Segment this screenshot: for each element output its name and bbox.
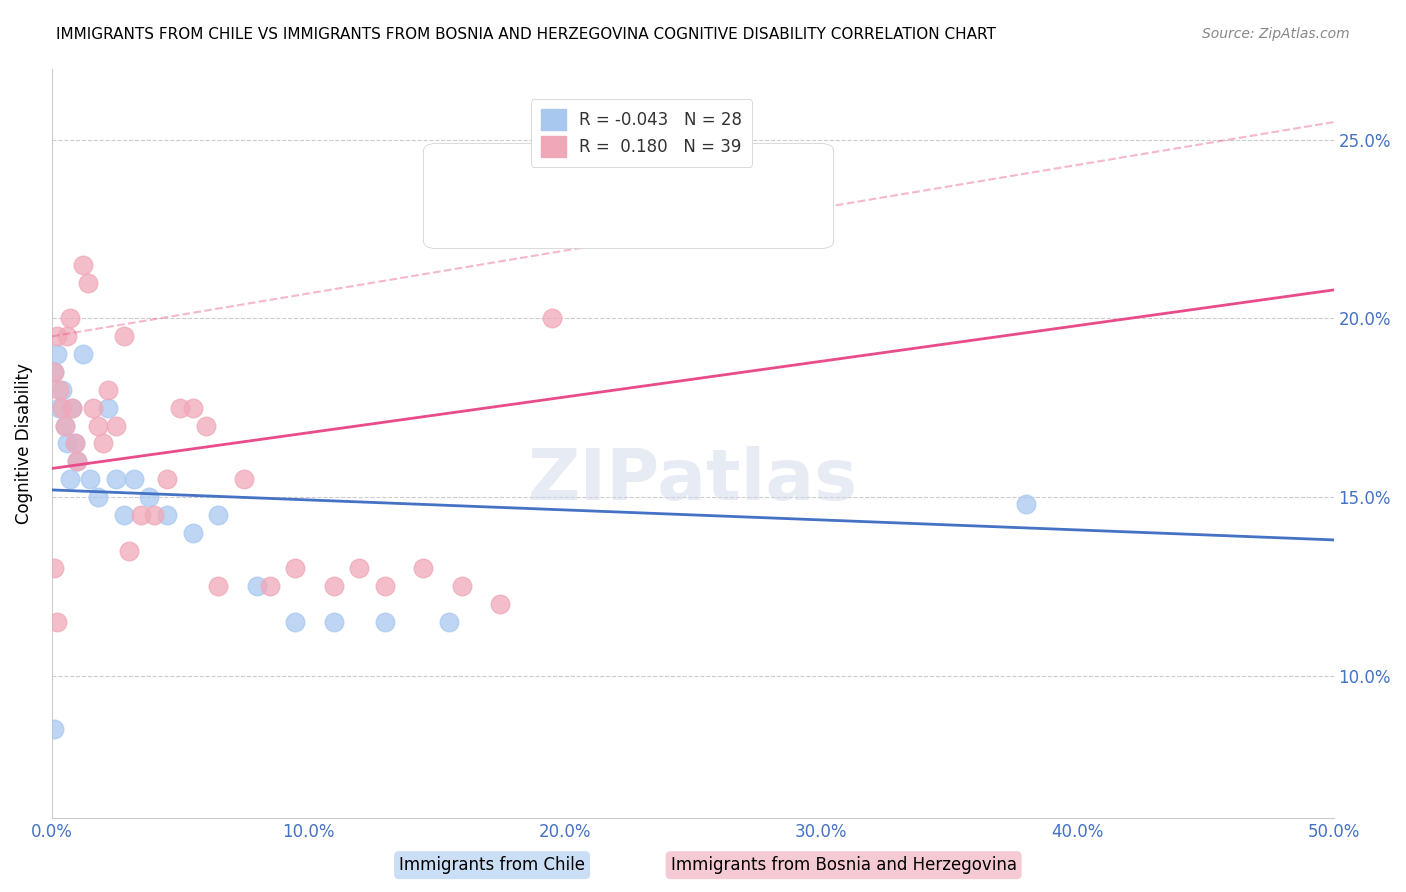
Point [104, 472, 127, 486]
Point [45, 615, 67, 629]
Text: Immigrants from Chile: Immigrants from Chile [399, 856, 585, 874]
Text: Immigrants from Bosnia and Herzegovina: Immigrants from Bosnia and Herzegovina [671, 856, 1017, 874]
Point [48, 383, 70, 397]
Point [194, 418, 217, 433]
Point [59, 472, 82, 486]
Point [53, 418, 76, 433]
Point [374, 615, 396, 629]
Point [1015, 497, 1038, 511]
Y-axis label: Cognitive Disability: Cognitive Disability [15, 363, 32, 524]
Point [437, 615, 460, 629]
Point [322, 579, 344, 593]
Point [104, 418, 127, 433]
Point [87, 418, 110, 433]
Point [259, 579, 281, 593]
Point [76, 276, 98, 290]
Point [66, 454, 89, 468]
Point [540, 311, 562, 326]
Point [374, 579, 396, 593]
Point [489, 597, 512, 611]
Text: ZIPatlas: ZIPatlas [527, 447, 858, 516]
Point [246, 579, 269, 593]
Point [56, 436, 79, 450]
Point [60, 401, 83, 415]
Point [87, 490, 110, 504]
Point [322, 615, 344, 629]
Point [51, 383, 73, 397]
Text: Source: ZipAtlas.com: Source: ZipAtlas.com [1202, 27, 1350, 41]
Point [97, 383, 120, 397]
Point [207, 579, 229, 593]
Text: IMMIGRANTS FROM CHILE VS IMMIGRANTS FROM BOSNIA AND HERZEGOVINA COGNITIVE DISABI: IMMIGRANTS FROM CHILE VS IMMIGRANTS FROM… [56, 27, 995, 42]
Point [82, 401, 104, 415]
Point [56, 329, 79, 343]
Point [122, 472, 145, 486]
Point [60, 401, 83, 415]
Point [91, 436, 114, 450]
Point [66, 454, 89, 468]
Point [53, 418, 76, 433]
Point [349, 561, 371, 575]
Point [412, 561, 434, 575]
Point [44, 561, 66, 575]
Legend: R = -0.043   N = 28, R =  0.180   N = 39: R = -0.043 N = 28, R = 0.180 N = 39 [530, 99, 752, 167]
Point [169, 401, 191, 415]
Point [44, 722, 66, 736]
Point [181, 525, 204, 540]
Point [655, 169, 678, 183]
Point [45, 347, 67, 361]
Point [156, 472, 179, 486]
Point [284, 561, 307, 575]
Point [207, 508, 229, 522]
Point [181, 401, 204, 415]
Point [112, 508, 135, 522]
Point [233, 472, 256, 486]
Point [284, 615, 307, 629]
Point [138, 490, 160, 504]
Point [143, 508, 166, 522]
Point [79, 472, 101, 486]
Point [97, 401, 120, 415]
Point [45, 329, 67, 343]
FancyBboxPatch shape [423, 144, 834, 249]
Point [59, 311, 82, 326]
Point [451, 579, 474, 593]
Point [112, 329, 135, 343]
Point [44, 365, 66, 379]
Point [51, 401, 73, 415]
Point [63, 436, 86, 450]
Point [131, 508, 153, 522]
Point [156, 508, 179, 522]
Point [48, 401, 70, 415]
Point [72, 258, 94, 272]
Point [72, 347, 94, 361]
Point [63, 436, 86, 450]
Point [118, 543, 141, 558]
Point [44, 365, 66, 379]
